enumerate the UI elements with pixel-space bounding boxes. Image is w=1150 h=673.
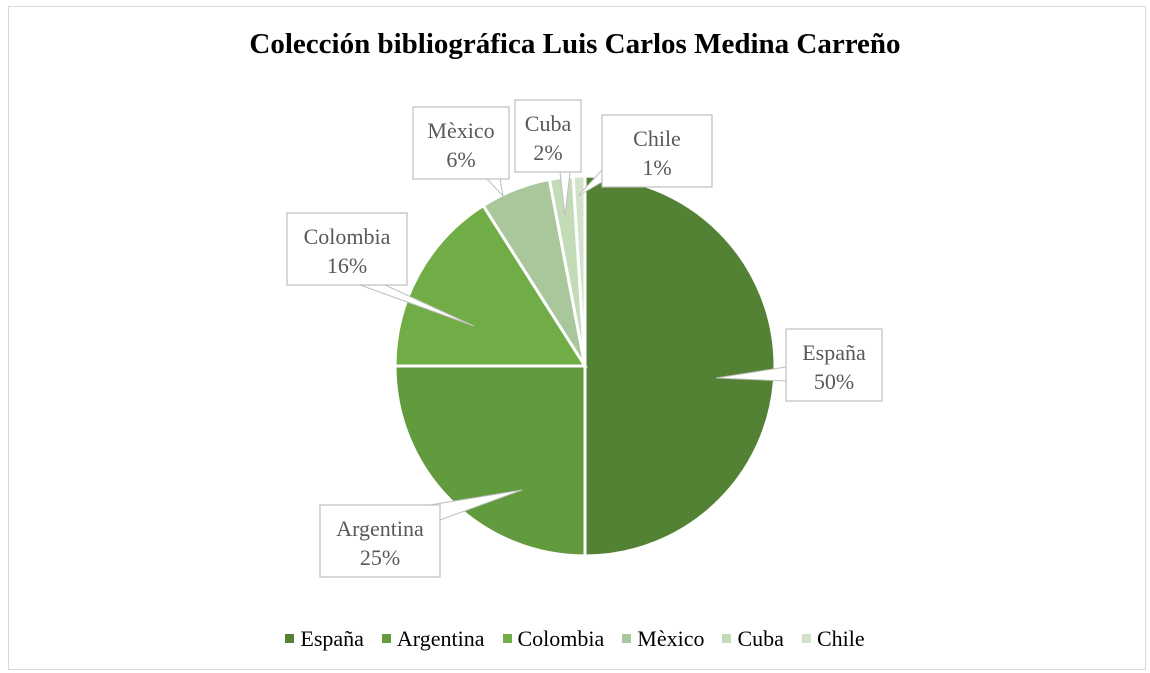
legend-swatch [502, 634, 512, 643]
data-label-españa: España 50% [715, 328, 883, 402]
pie-slice-colombia [393, 203, 588, 368]
legend-item-españa: España [285, 626, 364, 652]
data-label-value: 2% [533, 140, 562, 165]
data-label-category: Mèxico [427, 118, 494, 143]
data-label-cuba: Cuba 2% [514, 99, 582, 217]
data-label-value: 1% [642, 155, 671, 180]
data-label-value: 50% [814, 369, 854, 394]
pie-slice-españa [583, 174, 777, 558]
legend-label: Argentina [396, 626, 485, 651]
pie-slice-chile [571, 174, 587, 367]
legend-swatch [285, 634, 295, 643]
data-label-category: Cuba [525, 111, 572, 136]
legend-swatch [622, 634, 632, 643]
legend-label: Chile [816, 626, 865, 651]
legend-item-chile: Chile [801, 626, 865, 652]
data-label-value: 16% [327, 253, 367, 278]
legend-swatch [722, 634, 732, 643]
data-label-mèxico: Mèxico 6% [412, 106, 510, 198]
legend-label: Mèxico [637, 626, 705, 651]
legend-item-colombia: Colombia [502, 626, 605, 652]
data-label-value: 25% [360, 545, 400, 570]
data-label-chile: Chile 1% [577, 114, 713, 197]
legend-item-mèxico: Mèxico [622, 626, 704, 652]
data-label-category: Chile [633, 126, 681, 151]
data-label-colombia: Colombia 16% [286, 212, 475, 327]
legend-item-argentina: Argentina [381, 626, 485, 652]
legend-label: Colombia [517, 626, 605, 651]
data-label-category: Colombia [304, 224, 391, 249]
data-label-value: 6% [446, 147, 475, 172]
legend-item-cuba: Cuba [722, 626, 784, 652]
chart-legend: España Argentina Colombia Mèxico Cuba Chile [0, 626, 1150, 652]
data-label-category: España [802, 340, 866, 365]
pie-slice-argentina [393, 364, 587, 558]
legend-label: Cuba [737, 626, 784, 651]
data-label-argentina: Argentina 25% [319, 489, 523, 578]
legend-swatch [801, 634, 811, 643]
legend-label: España [300, 626, 364, 651]
chart-title: Colección bibliográfica Luis Carlos Medi… [249, 28, 901, 60]
legend-swatch [381, 634, 391, 643]
data-label-category: Argentina [336, 516, 424, 541]
